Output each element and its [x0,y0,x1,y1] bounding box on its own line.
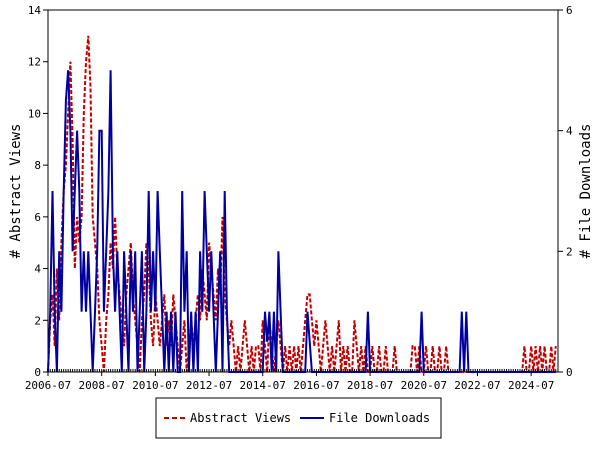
x-tick-label: 2012-07 [186,379,232,392]
y-tick-label: 2 [34,314,41,327]
x-tick-label: 2016-07 [293,379,339,392]
legend-label-abstract-views: Abstract Views [190,411,291,425]
y-tick-label: 8 [34,159,41,172]
y2-axis-ticks: 0 2 4 6 [558,4,573,379]
x-tick-label: 2018-07 [347,379,393,392]
y-axis-ticks: 0 2 4 6 8 10 12 14 [28,4,48,379]
x-axis-ticks: 2006-07 2008-07 2010-07 2012-07 2014-07 2016-… [25,369,559,392]
y-tick-label: 6 [34,211,41,224]
y-tick-label: 0 [34,366,41,379]
y2-tick-label: 4 [566,125,573,138]
legend-label-file-downloads: File Downloads [329,411,430,425]
x-tick-label: 2022-07 [454,379,500,392]
x-tick-label: 2014-07 [240,379,286,392]
y-tick-label: 14 [28,4,42,17]
y2-tick-label: 6 [566,4,573,17]
legend: Abstract Views File Downloads [155,397,442,439]
y-axis-label: # Abstract Views [8,124,24,259]
x-tick-label: 2020-07 [401,379,447,392]
x-tick-label: 2024-07 [508,379,554,392]
y-tick-label: 10 [28,107,41,120]
y-tick-label: 4 [34,263,41,276]
y2-tick-label: 2 [566,245,573,258]
series-line-abstract-views [47,35,557,373]
x-tick-label: 2006-07 [25,379,71,392]
x-tick-label: 2010-07 [132,379,178,392]
y2-tick-label: 0 [566,366,573,379]
y-tick-label: 12 [28,56,41,69]
y2-axis-label: # File Downloads [578,124,594,259]
legend-box [155,397,442,439]
x-tick-label: 2008-07 [79,379,125,392]
